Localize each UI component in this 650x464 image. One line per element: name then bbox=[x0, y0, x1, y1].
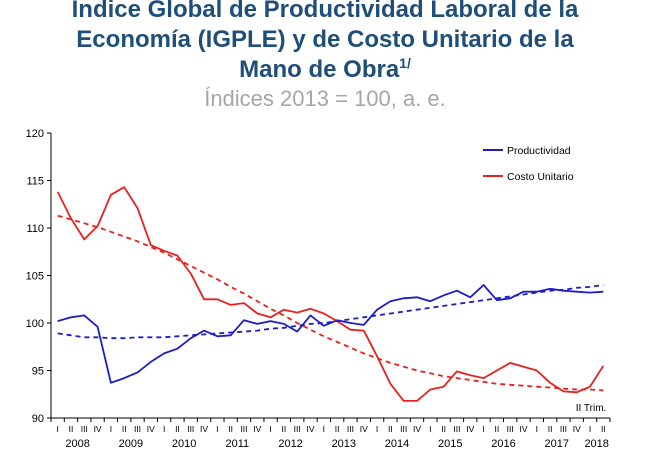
quarter-label: III bbox=[187, 424, 194, 434]
chart-series bbox=[56, 186, 605, 402]
quarter-label: III bbox=[453, 424, 460, 434]
chart-header: Índice Global de Productividad Laboral d… bbox=[0, 0, 650, 113]
quarter-label: IV bbox=[413, 424, 421, 434]
chart-title-line-3-text: Mano de Obra bbox=[239, 56, 400, 83]
quarter-label: III bbox=[240, 424, 247, 434]
quarter-label: II bbox=[122, 424, 127, 434]
quarter-label: II bbox=[601, 424, 606, 434]
y-tick-label: 115 bbox=[26, 176, 44, 188]
year-label: 2015 bbox=[438, 438, 462, 450]
costo-unitario-trend-line bbox=[57, 214, 604, 392]
quarter-label: IV bbox=[307, 424, 315, 434]
quarter-label: IV bbox=[573, 424, 581, 434]
year-label: 2009 bbox=[119, 438, 143, 450]
legend-productividad-label: Productividad bbox=[507, 145, 571, 157]
y-tick-label: 100 bbox=[26, 318, 44, 330]
y-tick-label: 90 bbox=[32, 413, 44, 425]
year-label: 2018 bbox=[584, 438, 608, 450]
quarter-label: III bbox=[560, 424, 567, 434]
quarter-label: IV bbox=[253, 424, 261, 434]
quarter-label: I bbox=[429, 424, 431, 434]
y-tick-label: 105 bbox=[26, 271, 44, 283]
year-label: 2014 bbox=[385, 438, 409, 450]
productividad-trend-line bbox=[57, 284, 604, 340]
chart-title-line-1: Índice Global de Productividad Laboral d… bbox=[71, 0, 579, 23]
quarter-label: IV bbox=[200, 424, 208, 434]
quarter-label: III bbox=[507, 424, 514, 434]
title-footnote-marker: 1/ bbox=[399, 55, 411, 71]
quarter-label: II bbox=[335, 424, 340, 434]
quarter-label: II bbox=[175, 424, 180, 434]
quarter-label: I bbox=[482, 424, 484, 434]
quarter-label: II bbox=[282, 424, 287, 434]
quarter-label: IV bbox=[519, 424, 527, 434]
chart-subtitle: Índices 2013 = 100, a. e. bbox=[204, 86, 446, 111]
quarter-label: IV bbox=[94, 424, 102, 434]
quarter-label: II bbox=[69, 424, 74, 434]
productividad-line bbox=[57, 284, 604, 384]
quarter-label: IV bbox=[466, 424, 474, 434]
y-tick-label: 110 bbox=[26, 223, 44, 235]
quarter-label: III bbox=[81, 424, 88, 434]
quarter-label: IV bbox=[147, 424, 155, 434]
chart-legend: Productividad Costo Unitario bbox=[483, 145, 574, 183]
quarter-label: III bbox=[134, 424, 141, 434]
year-label: 2013 bbox=[332, 438, 356, 450]
year-label: 2011 bbox=[226, 438, 250, 450]
quarter-label: II bbox=[228, 424, 233, 434]
year-label: 2008 bbox=[65, 438, 89, 450]
quarter-label: III bbox=[294, 424, 301, 434]
quarter-label: I bbox=[589, 424, 591, 434]
quarter-label: III bbox=[400, 424, 407, 434]
y-tick-label: 95 bbox=[32, 366, 44, 378]
year-label: 2016 bbox=[491, 438, 515, 450]
last-quarter-annotation: II Trim. bbox=[576, 403, 607, 414]
legend-costo-unitario-label: Costo Unitario bbox=[507, 171, 574, 183]
quarter-label: I bbox=[110, 424, 112, 434]
quarter-label: II bbox=[548, 424, 553, 434]
quarter-label: I bbox=[323, 424, 325, 434]
quarter-label: II bbox=[441, 424, 446, 434]
quarter-label: II bbox=[495, 424, 500, 434]
year-label: 2010 bbox=[172, 438, 196, 450]
year-label: 2012 bbox=[278, 438, 302, 450]
chart-title-line-3: Mano de Obra1/ bbox=[0, 55, 650, 85]
costo-unitario-line bbox=[56, 186, 605, 402]
quarter-label: IV bbox=[360, 424, 368, 434]
y-tick-label: 120 bbox=[26, 128, 44, 140]
quarter-label: III bbox=[347, 424, 354, 434]
quarter-label: II bbox=[388, 424, 393, 434]
quarter-label: I bbox=[536, 424, 538, 434]
year-label: 2017 bbox=[545, 438, 569, 450]
quarter-label: I bbox=[216, 424, 218, 434]
quarter-label: I bbox=[56, 424, 58, 434]
quarter-label: I bbox=[269, 424, 271, 434]
quarter-label: I bbox=[376, 424, 378, 434]
chart-title-line-2: Economía (IGPLE) y de Costo Unitario de … bbox=[76, 26, 574, 53]
quarter-label: I bbox=[163, 424, 165, 434]
